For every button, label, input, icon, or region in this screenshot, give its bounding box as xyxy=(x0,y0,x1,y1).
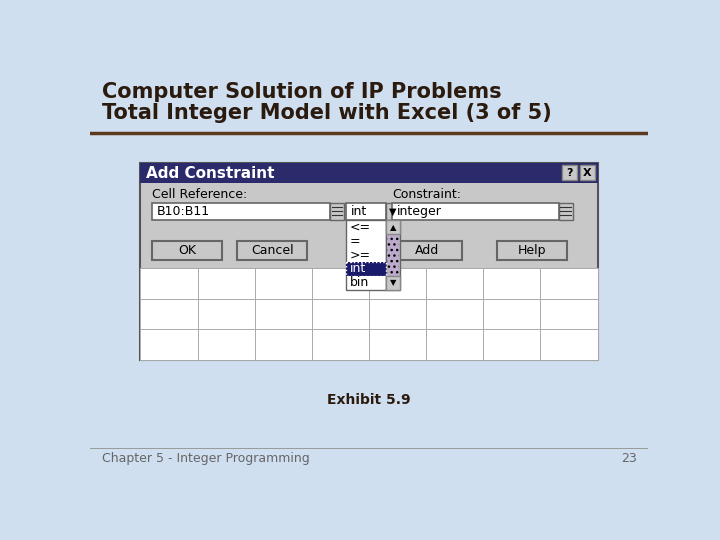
Bar xyxy=(392,241,462,260)
Text: X: X xyxy=(583,167,592,178)
Bar xyxy=(152,204,330,220)
Text: Add Constraint: Add Constraint xyxy=(145,166,274,181)
Bar xyxy=(392,204,559,220)
Bar xyxy=(140,164,598,184)
Bar xyxy=(386,204,400,220)
Bar xyxy=(238,241,307,260)
Text: =: = xyxy=(350,234,360,248)
Text: OK: OK xyxy=(178,244,196,257)
Text: Add: Add xyxy=(415,244,439,257)
Text: Computer Solution of IP Problems: Computer Solution of IP Problems xyxy=(102,82,501,102)
Text: Total Integer Model with Excel (3 of 5): Total Integer Model with Excel (3 of 5) xyxy=(102,103,552,123)
Text: ▲: ▲ xyxy=(390,223,396,232)
Bar xyxy=(580,165,595,180)
Bar xyxy=(386,276,400,289)
Bar xyxy=(346,262,386,276)
Bar xyxy=(562,165,577,180)
Text: Chapter 5 - Integer Programming: Chapter 5 - Integer Programming xyxy=(102,452,310,465)
Bar xyxy=(346,220,386,289)
Text: Constraint:: Constraint: xyxy=(392,188,462,201)
Bar xyxy=(330,204,344,220)
Text: <=: <= xyxy=(350,221,371,234)
Text: ▼: ▼ xyxy=(390,207,397,217)
Bar xyxy=(346,204,386,220)
Bar xyxy=(559,204,573,220)
Text: integer: integer xyxy=(397,205,442,218)
Bar xyxy=(140,268,598,360)
Bar xyxy=(152,241,222,260)
Bar xyxy=(497,241,567,260)
Text: int: int xyxy=(351,205,366,218)
Text: bin: bin xyxy=(350,276,369,289)
Bar xyxy=(386,220,400,234)
Text: ▼: ▼ xyxy=(390,278,396,287)
Text: >=: >= xyxy=(350,248,371,261)
Text: Exhibit 5.9: Exhibit 5.9 xyxy=(327,393,411,407)
Bar xyxy=(346,262,386,276)
Bar xyxy=(140,164,598,360)
Text: int: int xyxy=(350,262,366,275)
Text: ?: ? xyxy=(567,167,573,178)
Text: Help: Help xyxy=(518,244,546,257)
Bar xyxy=(386,220,400,289)
Text: Cell Reference:: Cell Reference: xyxy=(152,188,247,201)
Text: B10:B11: B10:B11 xyxy=(157,205,210,218)
Text: Cancel: Cancel xyxy=(251,244,294,257)
Text: 23: 23 xyxy=(621,452,636,465)
Bar xyxy=(387,234,399,276)
